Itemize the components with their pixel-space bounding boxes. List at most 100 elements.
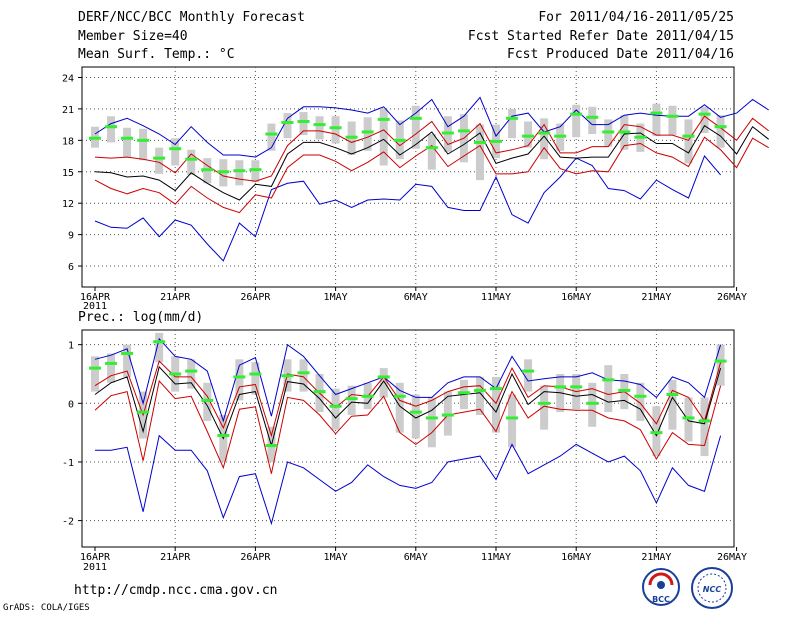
ensemble-mean-line [94,124,770,201]
forecast-period: For 2011/04/16-2011/05/25 [538,10,734,25]
x-year-label: 2011 [83,562,107,573]
median-marker [634,135,647,139]
median-marker [361,130,374,134]
median-marker [570,112,583,116]
y-tick-label: 24 [62,73,74,84]
median-marker [265,132,278,136]
median-marker [714,359,727,363]
median-marker [121,136,134,140]
ensemble-box [251,362,260,395]
median-marker [217,434,230,438]
ensemble-box [716,344,725,386]
precip-panel-title: Prec.: log(mm/d) [78,310,204,325]
ensemble-box [540,385,549,430]
median-marker [650,431,663,435]
x-tick-label: 6MAY [404,292,428,303]
ensemble-box [251,160,260,183]
x-tick-label: 16APR [80,552,111,563]
source-url[interactable]: http://cmdp.ncc.cma.gov.cn [74,583,278,598]
max-line [94,96,769,158]
y-tick-label: 0 [68,399,74,410]
ensemble-box [91,356,99,392]
median-marker [249,372,262,376]
ensemble-box [524,121,533,148]
median-marker [473,388,486,392]
ensemble-box [492,376,500,433]
median-marker [714,125,727,129]
ensemble-box [347,385,356,416]
ensemble-box [684,119,693,164]
median-marker [169,372,182,376]
ensemble-box [235,160,244,186]
median-marker [345,135,358,139]
ensemble-box [315,116,324,140]
x-tick-label: 1MAY [324,552,348,563]
ensemble-box [155,332,164,363]
median-marker [233,375,246,379]
ensemble-box [283,113,292,139]
median-marker [313,390,326,394]
median-marker [185,369,198,373]
sd-lower-line [94,379,722,474]
median-marker [490,387,502,391]
x-tick-label: 26APR [240,292,271,303]
x-tick-label: 21MAY [641,292,671,303]
ensemble-box [540,118,549,160]
y-tick-label: 1 [68,341,74,352]
max-line [94,337,722,423]
median-marker [538,401,551,405]
ensemble-box [652,103,661,137]
median-marker [329,126,342,130]
started-refer-date: Fcst Started Refer Date 2011/04/15 [467,29,734,44]
y-tick-label: 21 [62,105,74,116]
ensemble-box [187,149,196,175]
ensemble-box [411,105,420,149]
median-marker [698,419,711,423]
ncc-logo: NCC [690,566,734,610]
produced-date: Fcst Produced Date 2011/04/16 [507,47,734,62]
ensemble-box [700,106,709,133]
median-marker [233,169,246,173]
median-marker [185,157,198,161]
median-marker [554,385,567,389]
median-marker [393,394,406,398]
ensemble-box [588,106,597,135]
chart-panel-1: 16APR 21APR 26APR 1MAY 6MAY 11MAY 16MAY 21MAY 26… [62,329,747,573]
x-tick-label: 16APR [80,292,111,303]
median-marker [345,397,358,401]
plot-frame [81,66,735,288]
median-marker [634,394,647,398]
ensemble-box [668,105,677,136]
ensemble-box [475,376,484,416]
ensemble-box [379,368,388,398]
median-marker [249,168,262,172]
y-tick-label: 12 [62,199,74,210]
sd-upper-line [94,360,722,438]
median-marker [297,119,310,123]
x-tick-label: 21APR [160,552,191,563]
ensemble-box [235,359,244,401]
median-marker [682,134,695,138]
sd-upper-line [94,115,770,182]
x-tick-label: 26MAY [717,552,747,563]
y-tick-label: -2 [62,517,74,528]
median-marker [265,444,278,448]
median-marker [554,134,567,138]
median-marker [457,391,470,395]
ensemble-box [668,379,677,430]
median-marker [409,116,422,120]
median-marker [89,366,101,370]
ensemble-box [155,147,164,174]
median-marker [105,361,118,365]
median-marker [313,123,326,127]
median-marker [201,398,214,402]
plot-frame [81,329,735,548]
ensemble-box [411,394,420,439]
median-marker [473,140,486,144]
median-marker [201,168,214,172]
ensemble-box [331,388,340,430]
x-tick-label: 1MAY [324,292,348,303]
median-marker [217,170,230,174]
median-marker [682,416,695,420]
